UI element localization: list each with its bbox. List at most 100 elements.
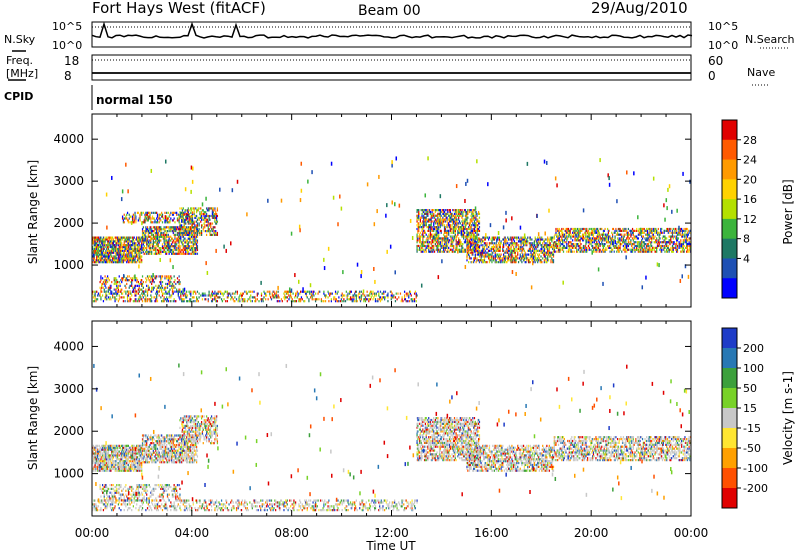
echo-cell xyxy=(121,292,124,295)
echo-cell xyxy=(114,259,116,262)
echo-cell xyxy=(532,253,534,256)
echo-cell xyxy=(468,245,471,249)
echo-cell xyxy=(513,261,516,264)
echo-cell xyxy=(594,237,596,240)
echo-cell xyxy=(646,235,649,238)
echo-cell xyxy=(210,207,212,210)
echo-cell xyxy=(530,238,532,241)
echo-cell xyxy=(106,279,108,282)
echo-cell xyxy=(679,244,681,248)
echo-cell xyxy=(190,248,192,252)
echo-cell xyxy=(471,227,473,231)
echo-cell xyxy=(116,284,118,287)
echo-cell xyxy=(93,259,95,262)
echo-cell xyxy=(477,253,479,256)
echo-cell xyxy=(542,251,544,254)
echo-cell xyxy=(555,231,557,234)
echo-cell xyxy=(538,236,540,239)
echo-cell xyxy=(474,237,476,240)
echo-cell xyxy=(478,222,480,225)
echo-cell xyxy=(435,233,437,236)
echo-cell xyxy=(458,239,460,242)
echo-cell xyxy=(112,259,115,262)
echo-cell xyxy=(592,250,595,253)
echo-cell xyxy=(107,242,110,245)
echo-cell xyxy=(153,286,155,289)
echo-cell xyxy=(670,237,672,240)
echo-cell xyxy=(449,220,451,223)
echo-cell xyxy=(656,231,658,234)
echo-cell xyxy=(181,248,183,252)
echo-cell xyxy=(522,255,525,258)
echo-cell xyxy=(488,249,490,252)
echo-cell xyxy=(464,235,466,238)
echo-cell xyxy=(639,248,641,251)
echo-cell xyxy=(166,241,169,244)
echo-cell xyxy=(135,279,137,282)
echo-cell xyxy=(167,275,169,278)
echo-cell xyxy=(437,224,439,227)
echo-cell xyxy=(431,209,433,212)
echo-cell xyxy=(125,279,127,282)
echo-cell xyxy=(170,211,172,214)
echo-cell xyxy=(481,253,483,256)
echo-cell xyxy=(94,292,96,295)
echo-cell xyxy=(139,257,141,260)
echo-cell xyxy=(167,217,169,220)
echo-cell xyxy=(485,255,487,258)
echo-cell xyxy=(146,250,149,253)
echo-cell xyxy=(204,224,206,227)
echo-cell xyxy=(481,249,483,252)
echo-cell xyxy=(568,244,570,248)
echo-cell xyxy=(141,255,143,258)
echo-cell xyxy=(515,259,517,262)
echo-cell xyxy=(130,284,132,287)
echo-cell xyxy=(129,290,131,293)
echo-cell xyxy=(577,244,580,248)
echo-cell xyxy=(551,257,553,260)
echo-cell xyxy=(639,231,641,234)
echo-cell xyxy=(436,244,438,248)
echo-cell xyxy=(463,250,465,253)
echo-cell xyxy=(480,238,482,241)
echo-cell xyxy=(632,231,634,234)
echo-cell xyxy=(522,236,524,239)
echo-cell xyxy=(473,222,476,225)
echo-cell xyxy=(622,244,625,248)
echo-cell xyxy=(206,209,209,212)
echo-cell xyxy=(477,218,479,221)
echo-cell xyxy=(597,237,600,240)
echo-cell xyxy=(580,229,582,232)
echo-cell xyxy=(104,240,106,243)
echo-cell xyxy=(604,239,606,242)
echo-cell xyxy=(584,244,586,248)
echo-cell xyxy=(577,250,579,253)
echo-cell xyxy=(580,250,582,253)
echo-cell xyxy=(616,229,618,232)
echo-cell xyxy=(128,213,130,216)
echo-cell xyxy=(183,231,185,235)
cpid-label: CPID xyxy=(4,90,33,103)
echo-cell xyxy=(103,244,105,247)
echo-cell xyxy=(120,247,122,251)
echo-cell xyxy=(193,231,195,235)
echo-cell xyxy=(154,219,156,222)
echo-cell xyxy=(576,235,578,238)
echo-cell xyxy=(117,242,120,245)
echo-cell xyxy=(159,226,161,229)
echo-cell xyxy=(209,224,211,227)
echo-cell xyxy=(627,233,630,236)
echo-cell xyxy=(147,252,149,255)
echo-cell xyxy=(531,253,533,256)
echo-cell xyxy=(183,237,185,240)
echo-cell xyxy=(99,249,101,252)
echo-cell xyxy=(160,248,162,252)
echo-cell xyxy=(646,250,648,253)
echo-cell xyxy=(191,250,194,253)
echo-cell xyxy=(671,235,674,238)
echo-cell xyxy=(92,261,94,264)
echo-cell xyxy=(422,209,424,212)
echo-cell xyxy=(178,282,180,286)
echo-cell xyxy=(482,249,484,252)
